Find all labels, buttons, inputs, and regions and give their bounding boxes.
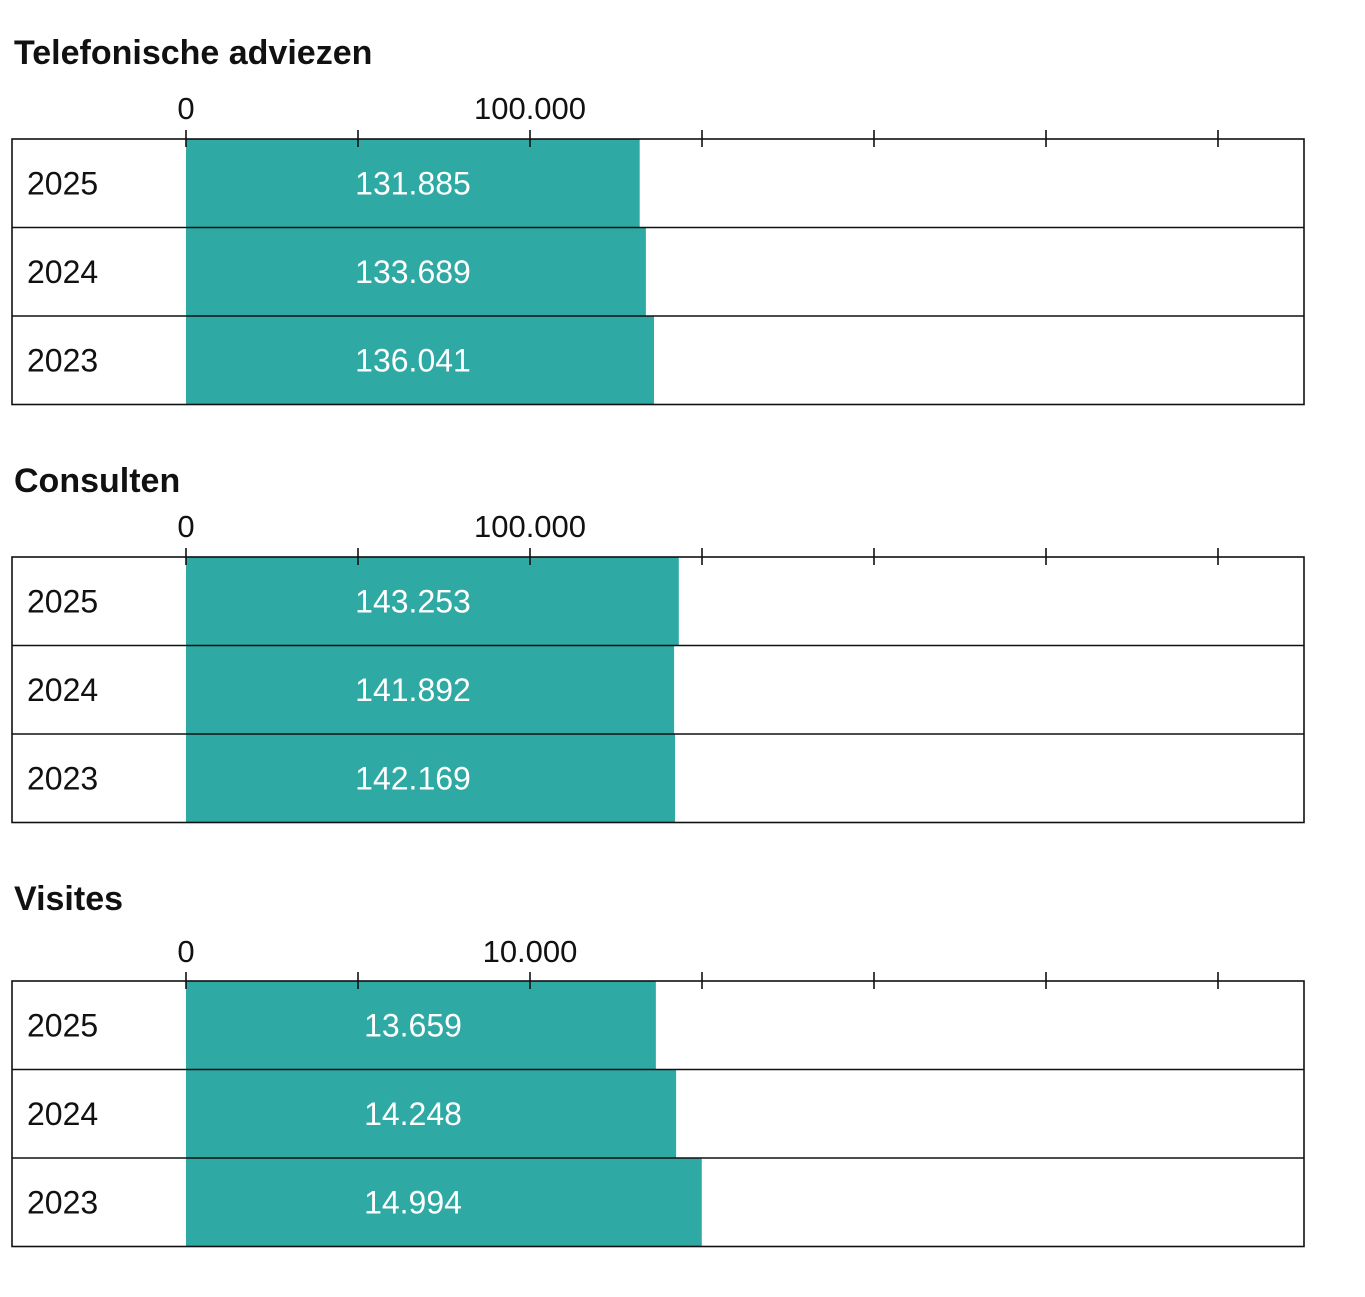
x-tick-label: 100.000 bbox=[474, 91, 586, 126]
bar-2024 bbox=[186, 227, 646, 316]
bar-2025 bbox=[186, 139, 640, 228]
chart-panel-3: Visites 0 10.000 2025 13.659 2024 14.248 2023 14… bbox=[11, 880, 1305, 1248]
category-label: 2024 bbox=[27, 672, 98, 708]
bar-2023 bbox=[186, 734, 676, 823]
category-label: 2024 bbox=[27, 254, 98, 290]
data-label: 136.041 bbox=[355, 342, 471, 378]
data-label: 13.659 bbox=[364, 1007, 462, 1043]
x-tick-label: 0 bbox=[177, 509, 194, 544]
data-label: 141.892 bbox=[355, 672, 471, 708]
x-tick-label: 0 bbox=[177, 91, 194, 126]
category-label: 2023 bbox=[27, 342, 98, 378]
data-label: 14.994 bbox=[364, 1184, 462, 1220]
data-label: 133.689 bbox=[355, 254, 471, 290]
chart-title: Visites bbox=[14, 880, 123, 918]
data-label: 143.253 bbox=[355, 583, 471, 619]
chart-frame bbox=[11, 556, 1305, 824]
category-label: 2025 bbox=[27, 583, 98, 619]
category-label: 2025 bbox=[27, 1007, 98, 1043]
chart-panel-2: Consulten 0 100.000 2025 143.253 2024 141.892 2… bbox=[11, 462, 1305, 824]
x-tick-label: 0 bbox=[177, 934, 194, 969]
data-label: 14.248 bbox=[364, 1096, 462, 1132]
chart-frame bbox=[11, 138, 1305, 406]
category-label: 2025 bbox=[27, 165, 98, 201]
chart-title: Telefonische adviezen bbox=[14, 34, 372, 72]
bar-2024 bbox=[186, 645, 675, 734]
category-label: 2023 bbox=[27, 760, 98, 796]
x-tick-label: 100.000 bbox=[474, 509, 586, 544]
bar-2023 bbox=[186, 316, 654, 405]
bar-2025 bbox=[186, 557, 679, 646]
chart-title: Consulten bbox=[14, 462, 180, 500]
bar-2025 bbox=[186, 981, 656, 1070]
bar-2023 bbox=[186, 1158, 702, 1247]
category-label: 2023 bbox=[27, 1184, 98, 1220]
category-label: 2024 bbox=[27, 1096, 98, 1132]
data-label: 131.885 bbox=[355, 165, 471, 201]
chart-frame bbox=[11, 980, 1305, 1248]
chart-panel-1: Telefonische adviezen 0 100.000 2025 131.885… bbox=[11, 34, 1305, 406]
bar-2024 bbox=[186, 1069, 677, 1158]
data-label: 142.169 bbox=[355, 760, 471, 796]
x-tick-label: 10.000 bbox=[483, 934, 578, 969]
